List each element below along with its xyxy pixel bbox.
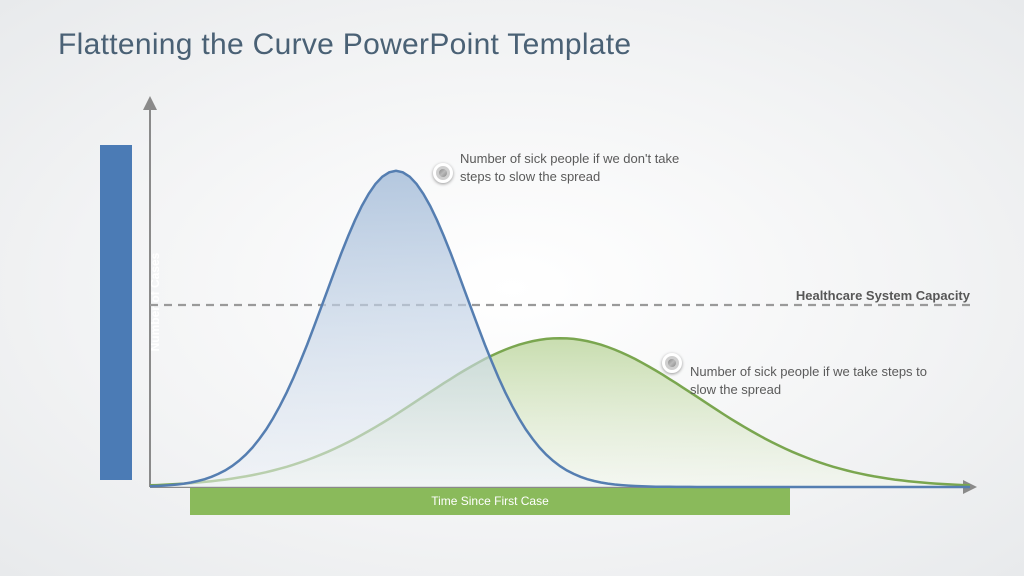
slide-title: Flattening the Curve PowerPoint Template (58, 28, 631, 62)
marker-mitigated (662, 353, 682, 373)
y-axis-bar (100, 145, 132, 480)
capacity-label: Healthcare System Capacity (796, 288, 970, 303)
chart-area: Number of Cases Time Since First Case (100, 95, 980, 515)
annotation-unmitigated: Number of sick people if we don't take s… (460, 150, 710, 186)
marker-unmitigated (433, 163, 453, 183)
annotation-mitigated: Number of sick people if we take steps t… (690, 363, 940, 399)
